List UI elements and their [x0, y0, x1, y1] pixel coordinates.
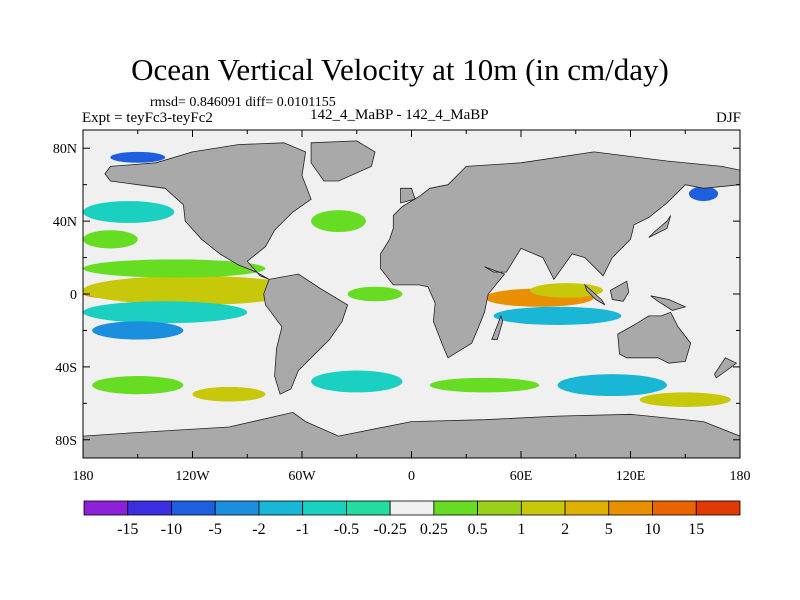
anomaly-southern-ocean-yellow-2 [639, 392, 731, 407]
colorbar-box [83, 500, 129, 516]
colorbar: -15 -10 -5 -2 -1 -0.5 -0.25 0.25 0.5 1 2 5 10 15 [83, 500, 741, 538]
y-tick-label: 40N [53, 215, 77, 230]
y-tick-label: 80S [55, 434, 77, 449]
land-borneo [609, 280, 630, 302]
longitude-axis: 180 120W 60W 0 60E 120E 180 [73, 130, 751, 484]
y-tick-label: 40S [55, 361, 77, 376]
land-uk [400, 187, 416, 204]
colorbar-label: 0.25 [420, 521, 448, 538]
colorbar-label: 5 [605, 521, 613, 538]
colorbar-label: -1 [296, 521, 309, 538]
anomaly-pacific-north-band-green [83, 259, 266, 278]
rmsd-diff-stats: rmsd= 0.846091 diff= 0.0101155 [150, 95, 336, 110]
colorbar-box [564, 500, 610, 516]
anomaly-north-pacific-west-blue [688, 186, 719, 202]
land-sumatra [584, 283, 606, 306]
colorbar-box [171, 500, 216, 516]
land-madagascar [491, 314, 504, 341]
y-tick-label: 0 [70, 288, 77, 303]
land-antarctica [83, 411, 740, 458]
colorbar-box [302, 500, 347, 516]
x-tick-label: 0 [408, 469, 415, 484]
land-greenland [310, 140, 376, 182]
colorbar-label: -10 [161, 521, 182, 538]
colorbar-box [127, 500, 172, 516]
anomaly-pacific-south-band-blue [92, 321, 184, 340]
y-tick-label: 80N [53, 142, 77, 157]
colorbar-label: 0.5 [468, 521, 488, 538]
latitude-axis: 80N 40N 0 40S 80S [53, 142, 740, 449]
anomaly-atlantic-eq-green [347, 286, 403, 302]
land-south-america [263, 273, 349, 395]
colorbar-label: 10 [645, 521, 661, 538]
land-north-america [104, 142, 312, 280]
colorbar-box [652, 500, 697, 516]
anomaly-north-atlantic-green [311, 210, 366, 233]
x-tick-label: 120W [175, 469, 210, 484]
x-tick-label: 120E [616, 469, 646, 484]
colorbar-label: 1 [517, 521, 525, 538]
season-label: DJF [715, 110, 741, 126]
anomaly-indian-south-cyan [493, 306, 622, 325]
colorbar-box [345, 500, 391, 516]
colorbar-label: 15 [688, 521, 704, 538]
colorbar-box [477, 500, 522, 516]
colorbar-box [433, 500, 479, 516]
land-eurasia-africa [380, 151, 740, 359]
anomaly-indian-eq-yellow [530, 283, 604, 298]
anomaly-southern-ocean-cyan-1 [311, 370, 403, 393]
colorbar-label: 2 [561, 521, 569, 538]
land-new-zealand [714, 357, 738, 379]
anomaly-southern-ocean-green-1 [92, 376, 184, 395]
colorbar-label: -5 [209, 521, 222, 538]
colorbar-box [389, 500, 435, 516]
anomaly-north-pacific-cyan [83, 201, 175, 223]
anomaly-southern-ocean-yellow-1 [192, 386, 266, 402]
velocity-contours [83, 151, 731, 407]
experiment-label: Expt = teyFc3-teyFc2 [82, 110, 213, 126]
x-tick-label: 180 [73, 469, 94, 484]
colorbar-label: -0.5 [334, 521, 359, 538]
colorbar-box [608, 500, 653, 516]
colorbar-label: -2 [252, 521, 265, 538]
anomaly-arctic-blue [110, 151, 166, 163]
x-tick-label: 60E [510, 469, 533, 484]
land-australia [617, 311, 692, 364]
x-tick-label: 60W [288, 469, 316, 484]
anomaly-southern-ocean-green-2 [429, 377, 540, 393]
colorbar-box [520, 500, 566, 516]
experiment-names: 142_4_MaBP - 142_4_MaBP [310, 107, 489, 123]
land-masks [83, 140, 740, 458]
colorbar-box [214, 500, 260, 516]
colorbar-box [258, 500, 304, 516]
map-title: Ocean Vertical Velocity at 10m (in cm/da… [131, 52, 669, 87]
land-new-guinea [650, 295, 687, 311]
x-tick-label: 180 [730, 469, 751, 484]
anomaly-north-pacific-green [83, 230, 138, 249]
colorbar-label: -0.25 [373, 521, 406, 538]
anomaly-pacific-south-band-cyan [83, 301, 248, 324]
colorbar-label: -15 [117, 521, 138, 538]
colorbar-box [695, 500, 741, 516]
anomaly-pacific-eq-band-yellow [83, 275, 302, 305]
land-japan [648, 215, 671, 238]
map-panel [82, 129, 741, 459]
anomaly-southern-ocean-cyan-2 [557, 374, 667, 397]
